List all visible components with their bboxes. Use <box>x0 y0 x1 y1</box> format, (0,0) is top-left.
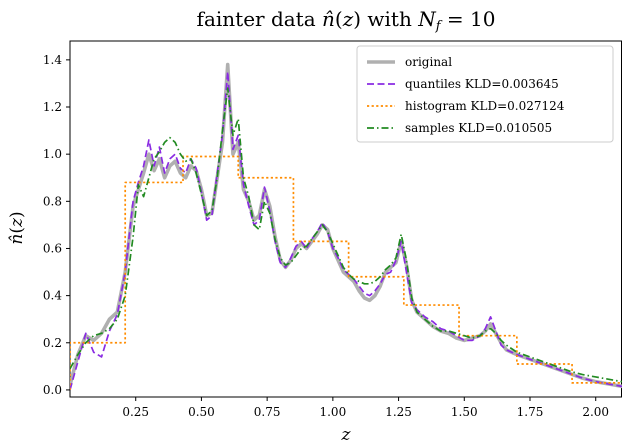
x-tick-label: 1.75 <box>517 405 544 419</box>
y-axis-label: n̂(z) <box>7 211 27 244</box>
x-tick-label: 1.50 <box>451 405 478 419</box>
x-tick-label: 1.00 <box>319 405 346 419</box>
y-tick-label: 1.2 <box>43 100 62 114</box>
y-tick-label: 0.2 <box>43 336 62 350</box>
x-tick-label: 0.25 <box>122 405 149 419</box>
x-axis-label: z <box>341 425 352 445</box>
x-tick-label: 1.25 <box>385 405 412 419</box>
legend-box <box>356 45 614 143</box>
x-tick-label: 2.00 <box>582 405 609 419</box>
y-tick-label: 0.8 <box>43 194 62 208</box>
y-tick-label: 1.4 <box>43 53 62 67</box>
legend-label: histogram KLD=0.027124 <box>405 99 565 113</box>
legend-label: original <box>405 55 452 69</box>
legend-label: quantiles KLD=0.003645 <box>405 77 559 91</box>
y-axis: 0.0 0.2 0.4 0.6 0.8 1.0 1.2 1.4 <box>43 53 70 397</box>
series-line-dashdot <box>70 87 622 383</box>
y-tick-label: 1.0 <box>43 147 62 161</box>
y-tick-label: 0.6 <box>43 241 62 255</box>
x-tick-label: 0.50 <box>188 405 215 419</box>
chart-title: fainter data n̂(z) with Nf = 10 <box>197 7 496 34</box>
y-tick-label: 0.0 <box>43 383 62 397</box>
series-layer <box>70 62 622 391</box>
x-axis: 0.25 0.50 0.75 1.00 1.25 1.50 1.75 2.00 <box>122 397 609 419</box>
x-tick-label: 0.75 <box>254 405 281 419</box>
y-tick-label: 0.4 <box>43 289 62 303</box>
legend-label: samples KLD=0.010505 <box>405 121 552 135</box>
series-line-dotted <box>70 155 622 390</box>
legend: original quantiles KLD=0.003645 histogram … <box>356 45 614 143</box>
